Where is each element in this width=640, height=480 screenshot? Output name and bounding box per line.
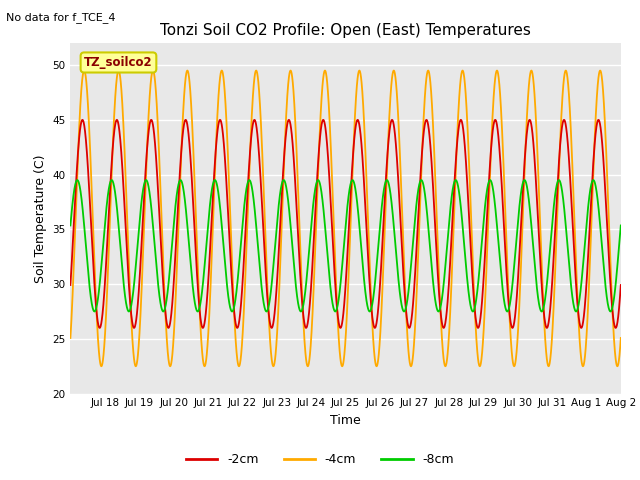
- Y-axis label: Soil Temperature (C): Soil Temperature (C): [34, 154, 47, 283]
- Text: No data for f_TCE_4: No data for f_TCE_4: [6, 12, 116, 23]
- Title: Tonzi Soil CO2 Profile: Open (East) Temperatures: Tonzi Soil CO2 Profile: Open (East) Temp…: [160, 23, 531, 38]
- Text: TZ_soilco2: TZ_soilco2: [84, 56, 153, 69]
- X-axis label: Time: Time: [330, 414, 361, 427]
- Legend: -2cm, -4cm, -8cm: -2cm, -4cm, -8cm: [181, 448, 459, 471]
